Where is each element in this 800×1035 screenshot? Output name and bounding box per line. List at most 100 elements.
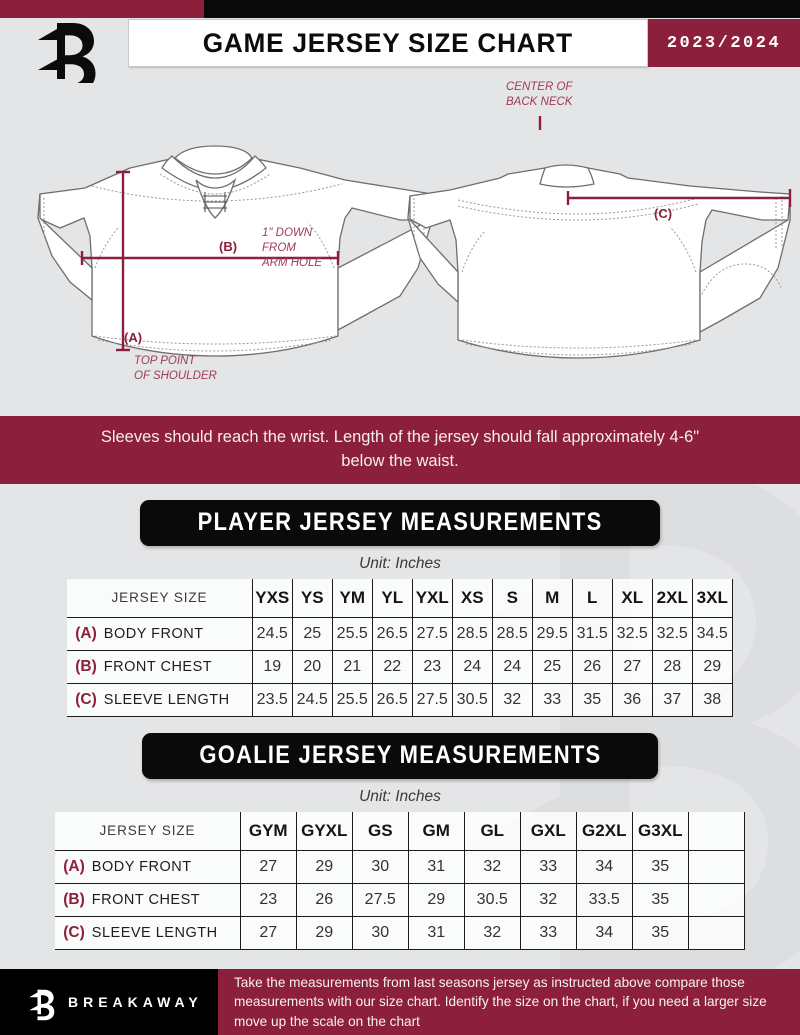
- jersey-illustrations: .body-ol { fill:#fff; stroke:#6e6e6e; st…: [0, 68, 800, 416]
- measurement-cell: 34: [575, 915, 633, 950]
- row-header-cell: (C) SLEEVE LENGTH: [67, 682, 253, 717]
- measurement-cell: 28.5: [491, 616, 533, 651]
- row-measure-tag: (A): [75, 624, 97, 642]
- measurement-cell: 33.5: [575, 882, 633, 917]
- measurement-cell: 24.5: [291, 682, 333, 717]
- column-header-size: XS: [451, 579, 493, 618]
- measurement-cell: 33: [519, 915, 577, 950]
- measurement-cell: 30.5: [463, 882, 521, 917]
- row-header-cell: (A) BODY FRONT: [55, 849, 241, 884]
- label-b-tag: (B): [219, 239, 237, 254]
- column-header-size: YM: [331, 579, 373, 618]
- measurement-cell: 21: [331, 649, 373, 684]
- player-section-heading-text: PLAYER JERSEY MEASUREMENTS: [197, 508, 603, 536]
- measurement-cell: 35: [631, 915, 689, 950]
- measurement-cell: 35: [631, 849, 689, 884]
- measurement-cell: 22: [371, 649, 413, 684]
- column-header-jersey-size: JERSEY SIZE: [55, 812, 241, 851]
- top-bar-maroon: [0, 0, 204, 18]
- measurement-cell: 30: [351, 849, 409, 884]
- label-a-text-2: OF SHOULDER: [134, 370, 217, 382]
- measurement-cell: 32.5: [611, 616, 653, 651]
- measurement-cell: 24.5: [251, 616, 293, 651]
- measurement-cell: 38: [691, 682, 733, 717]
- table-header-row: JERSEY SIZE YXS YS YM YL YXL XS S M L XL 2XL 3XL: [67, 579, 733, 618]
- measurement-cell: 33: [519, 849, 577, 884]
- row-measure-tag: (C): [75, 690, 97, 708]
- column-header-size: L: [571, 579, 613, 618]
- measurement-cell: 34.5: [691, 616, 733, 651]
- player-measurements-table: JERSEY SIZE YXS YS YM YL YXL XS S M L XL 2XL 3XL (A) B…: [67, 579, 733, 717]
- measurement-cell: 32: [519, 882, 577, 917]
- label-b-text-1: 1" DOWN: [262, 227, 313, 239]
- measurement-cell: 29: [691, 649, 733, 684]
- column-header-size: 2XL: [651, 579, 693, 618]
- label-a-text-1: TOP POINT: [134, 355, 196, 367]
- label-a-tag: (A): [124, 330, 142, 345]
- measurement-cell: 31: [407, 915, 465, 950]
- measurement-cell: 23.5: [251, 682, 293, 717]
- page-footer: BREAKAWAY Take the measurements from las…: [0, 969, 800, 1035]
- column-header-size: S: [491, 579, 533, 618]
- breakaway-b-logo-icon: [38, 23, 96, 83]
- measurement-note-banner: Sleeves should reach the wrist. Length o…: [0, 416, 800, 484]
- row-measure-label: FRONT CHEST: [91, 891, 201, 908]
- measurement-cell: 32: [463, 915, 521, 950]
- measurement-cell: 25: [531, 649, 573, 684]
- measurement-note-text: Sleeves should reach the wrist. Length o…: [100, 428, 700, 470]
- row-measure-label: BODY FRONT: [103, 625, 204, 642]
- measurement-cell: [687, 849, 745, 884]
- column-header-size: G2XL: [575, 812, 633, 851]
- season-badge-text: 2023/2024: [666, 33, 782, 53]
- measurement-cell: 30: [351, 915, 409, 950]
- measurement-cell: 32: [491, 682, 533, 717]
- measurement-cell: 26.5: [371, 682, 413, 717]
- measurement-cell: 24: [451, 649, 493, 684]
- goalie-measurements-table: JERSEY SIZE GYM GYXL GS GM GL GXL G2XL G3XL (A) BO…: [55, 812, 745, 950]
- goalie-unit-label: Unit: Inches: [359, 788, 441, 805]
- measurement-cell: 27: [239, 849, 297, 884]
- measurement-cell: 27.5: [411, 616, 453, 651]
- table-row: (B) FRONT CHEST 19 20 21 22 23 24 24 25 26 27 28 29: [67, 649, 733, 684]
- measurement-cell: 26: [295, 882, 353, 917]
- label-c-tag: (C): [654, 206, 672, 221]
- measurement-cell: 27.5: [351, 882, 409, 917]
- label-c-text-2: BACK NECK: [506, 96, 574, 108]
- measurement-cell: 35: [571, 682, 613, 717]
- column-header-size: G3XL: [631, 812, 689, 851]
- goalie-section-heading: GOALIE JERSEY MEASUREMENTS: [141, 733, 659, 779]
- table-row: (C) SLEEVE LENGTH 23.5 24.5 25.5 26.5 27.5 30.5…: [67, 682, 733, 717]
- column-header-jersey-size: JERSEY SIZE: [67, 579, 253, 618]
- measurement-cell: 19: [251, 649, 293, 684]
- measurement-cell: 20: [291, 649, 333, 684]
- column-header-size: 3XL: [691, 579, 733, 618]
- table-row: (A) BODY FRONT 27 29 30 31 32 33 34 35: [55, 849, 745, 884]
- measurement-cell: 34: [575, 849, 633, 884]
- row-header-cell: (C) SLEEVE LENGTH: [55, 915, 241, 950]
- row-measure-tag: (C): [63, 923, 85, 941]
- row-header-cell: (B) FRONT CHEST: [67, 649, 253, 684]
- measurement-cell: 32: [463, 849, 521, 884]
- measurement-cell: 29: [295, 849, 353, 884]
- player-section-heading: PLAYER JERSEY MEASUREMENTS: [139, 500, 661, 546]
- page-title-text: GAME JERSEY SIZE CHART: [202, 27, 574, 58]
- column-header-size: GL: [463, 812, 521, 851]
- footer-brand: BREAKAWAY: [0, 969, 218, 1035]
- label-c-text-1: CENTER OF: [506, 81, 573, 93]
- top-bar-black: [204, 0, 800, 18]
- measurement-cell: 25.5: [331, 616, 373, 651]
- row-measure-label: FRONT CHEST: [103, 658, 213, 675]
- column-header-size: [687, 812, 745, 851]
- measurement-cell: 28.5: [451, 616, 493, 651]
- measurement-cell: [687, 915, 745, 950]
- page-title: GAME JERSEY SIZE CHART: [128, 19, 648, 67]
- measurement-cell: 23: [411, 649, 453, 684]
- footer-instructions: Take the measurements from last seasons …: [218, 969, 800, 1035]
- measurement-cell: 32.5: [651, 616, 693, 651]
- column-header-size: YXL: [411, 579, 453, 618]
- jersey-back-illustration: (C) CENTER OF BACK NECK: [407, 81, 792, 359]
- measurement-cell: 31.5: [571, 616, 613, 651]
- row-header-cell: (B) FRONT CHEST: [55, 882, 241, 917]
- label-b-text-2: FROM: [262, 242, 296, 254]
- column-header-size: XL: [611, 579, 653, 618]
